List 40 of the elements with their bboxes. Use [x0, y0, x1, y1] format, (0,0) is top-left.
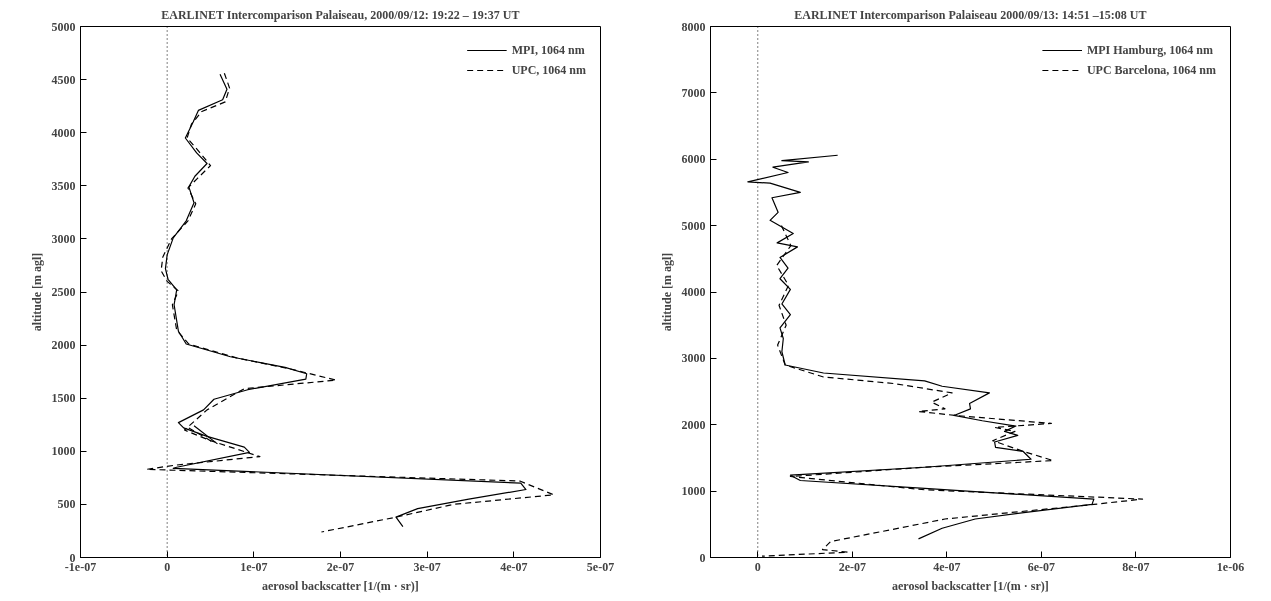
x-tick-label: 4e-07	[933, 559, 961, 574]
x-tick-label: 2e-07	[838, 559, 866, 574]
y-tick-label: 5000	[681, 218, 706, 233]
y-tick-label: 1000	[51, 444, 76, 459]
x-tick-label: 6e-07	[1027, 559, 1056, 574]
x-tick-label: 3e-07	[413, 559, 441, 574]
y-tick-label: 2000	[681, 417, 706, 432]
y-axis-title: altitude [m agl]	[29, 252, 44, 332]
x-tick-label: 4e-07	[500, 559, 528, 574]
y-tick-label: 2000	[51, 338, 76, 353]
x-tick-label: 0	[164, 559, 171, 574]
chart-title: EARLINET Intercomparison Palaiseau, 2000/09/12: 19:22 – 19:37 UT	[161, 7, 520, 22]
legend-label: UPC, 1064 nm	[511, 62, 586, 78]
legend-label: MPI, 1064 nm	[511, 42, 585, 58]
y-tick-label: 8000	[681, 19, 706, 34]
x-axis-title: aerosol backscatter [1/(m · sr)]	[891, 578, 1049, 593]
y-tick-label: 4500	[51, 72, 76, 87]
y-tick-label: 4000	[681, 285, 706, 299]
y-tick-label: 4000	[51, 125, 76, 140]
x-tick-label: 8e-07	[1122, 559, 1150, 574]
y-tick-label: 500	[57, 497, 76, 512]
y-tick-label: 6000	[681, 152, 706, 167]
x-tick-label: 1e-06	[1216, 559, 1245, 574]
y-tick-label: 7000	[681, 85, 706, 100]
legend-label: MPI Hamburg, 1064 nm	[1086, 42, 1213, 58]
y-tick-label: 1500	[51, 391, 76, 406]
y-tick-label: 1000	[681, 484, 706, 499]
x-tick-label: 1e-07	[240, 559, 268, 574]
x-tick-label: 0	[754, 559, 761, 574]
y-tick-label: 2500	[51, 285, 76, 299]
y-tick-label: 5000	[51, 19, 76, 34]
x-tick-label: 2e-07	[326, 559, 355, 574]
y-tick-label: 3500	[51, 178, 76, 193]
legend-label: UPC Barcelona, 1064 nm	[1086, 62, 1216, 78]
y-tick-label: 3000	[51, 231, 76, 246]
y-tick-label: 3000	[681, 351, 706, 366]
chart-title: EARLINET Intercomparison Palaiseau 2000/09/13: 14:51 –15:08 UT	[794, 7, 1147, 22]
y-axis-title: altitude [m agl]	[659, 252, 674, 332]
x-axis-title: aerosol backscatter [1/(m · sr)]	[261, 578, 419, 593]
x-tick-label: 5e-07	[586, 559, 615, 574]
